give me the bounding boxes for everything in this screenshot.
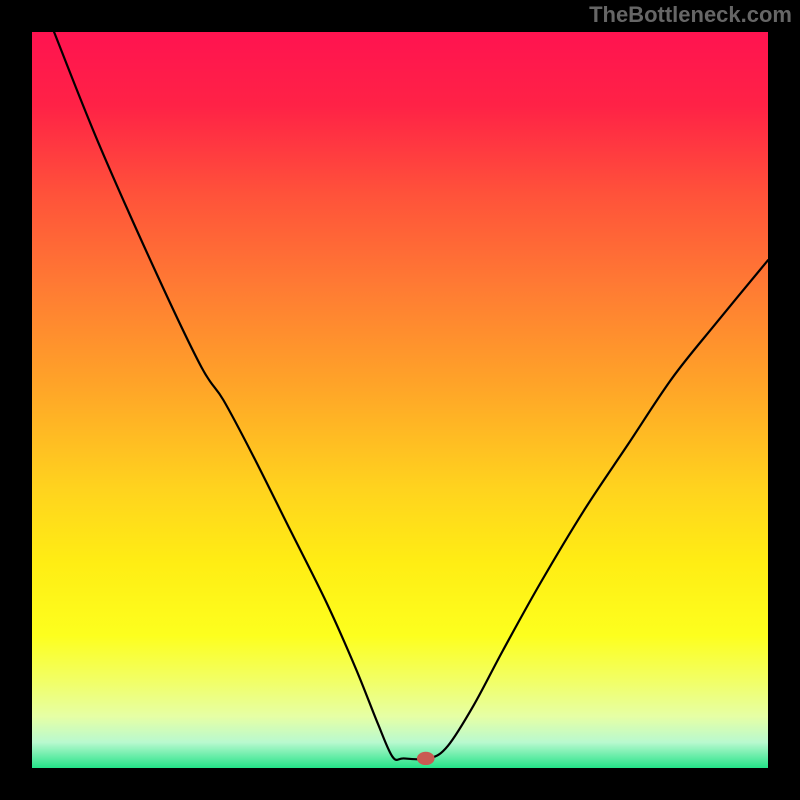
bottleneck-chart-container: TheBottleneck.com	[0, 0, 800, 800]
chart-svg	[0, 0, 800, 800]
watermark-text: TheBottleneck.com	[589, 4, 792, 26]
minimum-marker	[417, 752, 435, 765]
